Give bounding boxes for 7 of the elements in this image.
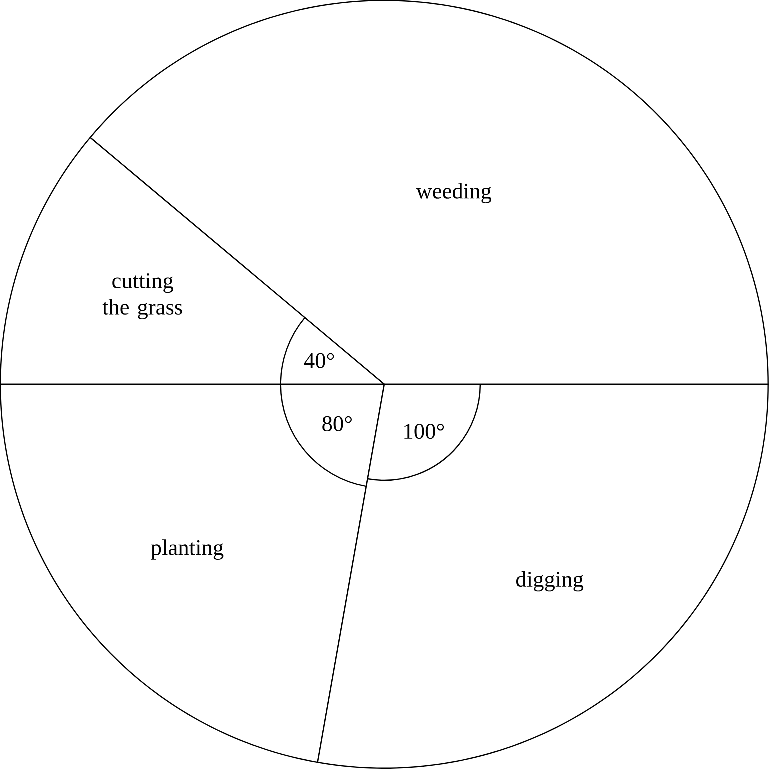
slice-label: weeding: [416, 183, 492, 204]
data-label: 100°: [404, 424, 444, 440]
slice-label: planting: [151, 540, 224, 560]
data-label: 40°: [304, 353, 334, 368]
slice-label: digging: [516, 571, 584, 592]
data-label: 80°: [322, 416, 352, 432]
slice-label: cutting the grass: [102, 273, 182, 320]
